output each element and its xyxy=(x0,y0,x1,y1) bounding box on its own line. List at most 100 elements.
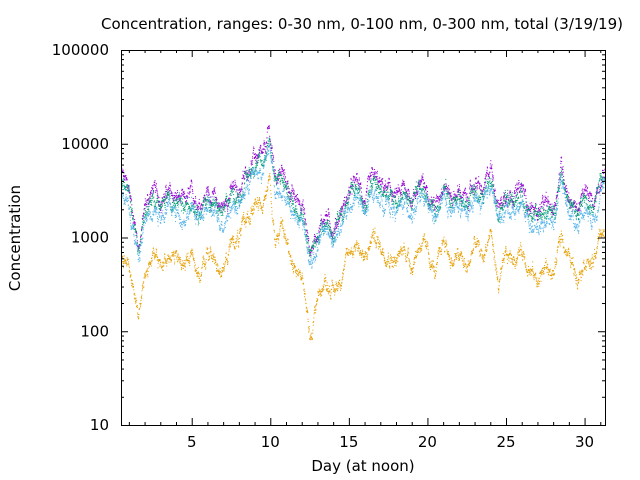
data-point xyxy=(196,208,198,210)
data-point xyxy=(306,229,308,231)
data-point xyxy=(584,189,586,191)
data-point xyxy=(387,184,389,186)
data-point xyxy=(228,205,230,207)
data-point xyxy=(315,242,317,244)
data-point xyxy=(153,209,155,211)
data-point xyxy=(565,188,567,190)
data-point xyxy=(409,197,411,199)
data-point xyxy=(222,214,224,216)
data-point xyxy=(133,227,135,229)
data-point xyxy=(137,244,139,246)
data-point xyxy=(301,203,303,205)
data-point xyxy=(431,206,433,208)
data-point xyxy=(386,189,388,191)
data-point xyxy=(303,211,305,213)
data-point xyxy=(247,172,249,174)
data-point xyxy=(201,207,203,209)
data-point xyxy=(533,209,535,211)
data-point xyxy=(602,170,604,172)
data-point xyxy=(315,241,317,243)
data-point xyxy=(126,184,128,186)
data-point xyxy=(193,210,195,212)
data-point xyxy=(243,177,245,179)
data-point xyxy=(491,168,493,169)
data-point xyxy=(393,195,394,197)
data-point xyxy=(392,191,393,193)
data-point xyxy=(156,216,158,218)
data-point xyxy=(591,203,593,205)
data-point xyxy=(184,207,186,208)
data-point xyxy=(450,205,452,207)
data-point xyxy=(424,186,426,188)
data-point xyxy=(228,199,230,201)
data-point xyxy=(125,196,127,198)
data-point xyxy=(351,186,353,188)
data-point xyxy=(132,225,134,227)
data-point xyxy=(591,195,593,197)
data-point xyxy=(156,206,158,208)
data-point xyxy=(208,193,210,195)
data-point xyxy=(340,215,342,216)
data-point xyxy=(207,199,209,201)
data-point xyxy=(398,196,400,198)
data-point xyxy=(580,195,582,197)
data-point xyxy=(124,179,126,181)
data-point xyxy=(397,201,399,203)
data-point xyxy=(293,198,295,199)
data-point xyxy=(460,198,462,200)
data-point xyxy=(281,175,283,177)
data-point xyxy=(401,189,403,191)
data-point xyxy=(227,206,229,207)
data-point xyxy=(143,220,145,222)
data-point xyxy=(136,234,138,236)
data-point xyxy=(541,206,543,208)
data-point xyxy=(494,190,496,192)
data-point xyxy=(350,183,352,185)
data-point xyxy=(379,192,381,194)
data-point xyxy=(524,208,526,209)
data-point xyxy=(144,205,146,206)
data-point xyxy=(366,191,367,193)
data-point xyxy=(589,204,591,206)
data-point xyxy=(433,204,435,206)
data-point xyxy=(416,189,418,191)
data-point xyxy=(157,200,159,202)
data-point xyxy=(193,212,195,213)
data-point xyxy=(584,195,586,197)
data-point xyxy=(216,210,218,212)
data-point xyxy=(592,212,594,213)
data-point xyxy=(385,183,386,185)
data-point xyxy=(491,186,493,188)
data-point xyxy=(159,209,161,211)
data-point xyxy=(149,198,150,200)
data-point xyxy=(143,224,145,226)
data-point xyxy=(142,229,144,231)
data-point xyxy=(469,203,471,205)
data-point xyxy=(245,167,246,168)
data-point xyxy=(202,207,204,209)
data-point xyxy=(226,202,228,204)
data-point xyxy=(192,189,193,191)
data-point xyxy=(300,214,302,215)
data-point xyxy=(277,182,279,184)
data-point xyxy=(148,205,150,207)
data-point xyxy=(568,192,570,194)
data-point xyxy=(534,207,536,208)
data-point xyxy=(534,210,536,212)
data-point xyxy=(219,202,220,204)
data-point xyxy=(409,201,411,203)
data-point xyxy=(171,209,173,211)
data-point xyxy=(217,206,219,207)
data-point xyxy=(443,189,445,191)
data-point xyxy=(124,203,126,205)
data-point xyxy=(599,189,601,191)
data-point xyxy=(243,175,245,177)
data-point xyxy=(319,239,321,241)
data-point xyxy=(236,199,238,201)
data-point xyxy=(586,189,587,191)
data-point xyxy=(574,212,576,214)
data-point xyxy=(594,197,596,199)
data-point xyxy=(318,234,320,236)
data-point xyxy=(499,213,501,215)
data-point xyxy=(468,200,470,202)
